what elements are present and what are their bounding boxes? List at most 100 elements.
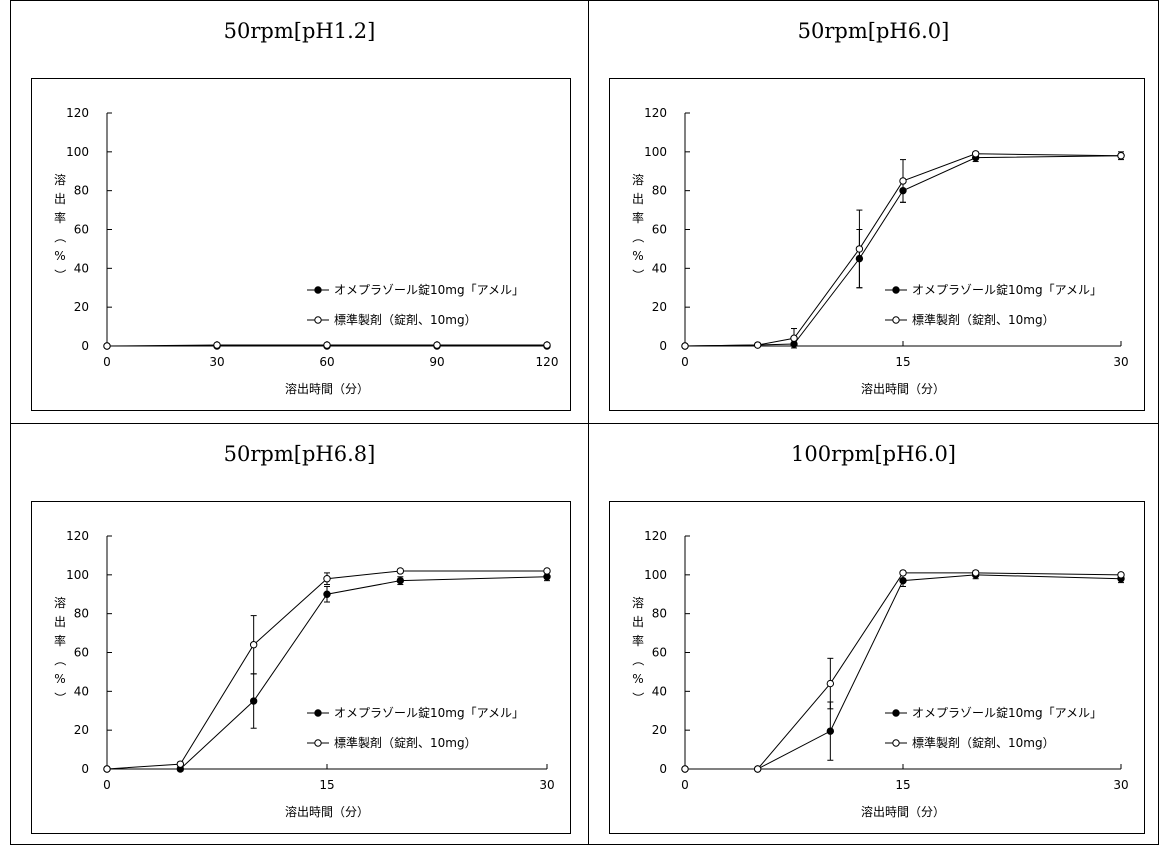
y-axis-label-char: 溶 <box>54 172 66 187</box>
data-point <box>826 727 835 735</box>
legend-marker <box>892 286 900 294</box>
data-point <box>103 765 111 773</box>
y-axis-label-char: 溶 <box>632 172 644 187</box>
y-tick-label: 60 <box>74 646 89 660</box>
x-tick-label: 30 <box>1113 355 1128 369</box>
y-axis-label-char: 出 <box>632 192 644 206</box>
legend-label: 標準製剤（錠剤、10mg） <box>334 312 477 327</box>
x-tick-label: 30 <box>209 355 224 369</box>
y-tick-label: 100 <box>644 568 667 582</box>
data-point <box>971 150 980 158</box>
x-tick-label: 0 <box>681 778 689 792</box>
y-axis-label-char: （ <box>53 231 67 243</box>
y-tick-label: 80 <box>652 607 667 621</box>
data-point <box>753 765 762 773</box>
data-point <box>826 679 835 688</box>
legend-label: オメプラゾール錠10mg「アメル」 <box>912 705 1102 720</box>
y-axis-label-char: % <box>54 672 65 686</box>
plot-frame <box>609 501 1145 834</box>
y-tick-label: 120 <box>644 529 667 543</box>
series-line <box>685 572 1122 770</box>
y-tick-label: 0 <box>81 762 89 776</box>
y-axis-label-char: ） <box>53 269 67 281</box>
data-point <box>323 575 331 583</box>
y-axis-label-char: ） <box>53 692 67 704</box>
chart-svg: 0 20 40 60 80 100 120 0 15 30 溶出率 （% ） 溶出時間（分） オメプラゾール… <box>609 501 1145 834</box>
legend-label: 標準製剤（錠剤、10mg） <box>912 312 1055 327</box>
x-tick-label: 30 <box>539 778 554 792</box>
chart-svg: 0 20 40 60 80 100 120 0 15 30 溶出率 （% ） 溶出時間（分） オメプラゾール… <box>609 78 1145 411</box>
y-axis-label-char: 出 <box>632 615 644 629</box>
data-point <box>396 576 405 585</box>
chart-svg: 0 20 40 60 80 100 120 0 15 30 溶出率 （% ） 溶出時間（分） オメプラゾール… <box>31 501 571 834</box>
data-point <box>681 765 689 773</box>
chart-title: 50rpm[pH6.8] <box>223 442 376 466</box>
x-axis-label: 溶出時間（分） <box>285 804 369 819</box>
y-tick-label: 60 <box>652 646 667 660</box>
y-axis-label-char: % <box>632 249 643 263</box>
y-tick-label: 40 <box>74 684 89 698</box>
y-tick-label: 120 <box>644 106 667 120</box>
legend-label: オメプラゾール錠10mg「アメル」 <box>334 282 524 297</box>
y-tick-label: 20 <box>74 300 89 314</box>
data-point <box>103 342 111 350</box>
y-tick-label: 80 <box>652 184 667 198</box>
x-tick-label: 15 <box>319 778 334 792</box>
data-point <box>1117 152 1125 160</box>
y-tick-label: 100 <box>66 568 89 582</box>
legend-marker <box>892 316 900 324</box>
y-tick-label: 40 <box>652 684 667 698</box>
y-tick-label: 120 <box>66 529 89 543</box>
x-axis-label: 溶出時間（分） <box>861 381 945 396</box>
y-axis-label-char: ） <box>631 692 645 704</box>
x-tick-label: 15 <box>895 778 910 792</box>
legend-label: 標準製剤（錠剤、10mg） <box>912 735 1055 750</box>
legend-marker <box>314 739 322 747</box>
y-tick-label: 100 <box>66 145 89 159</box>
data-point <box>323 590 331 598</box>
data-point <box>971 569 980 577</box>
data-point <box>681 342 689 350</box>
data-point <box>855 245 864 253</box>
chart-svg: 0 20 40 60 80 100 120 0 30 60 90 120 溶出率 （% ） 溶出時間（分） オメ… <box>31 78 571 411</box>
data-point <box>543 567 551 575</box>
chart-title: 50rpm[pH6.0] <box>797 19 950 43</box>
chart-title: 100rpm[pH6.0] <box>790 442 957 466</box>
plot-frame <box>31 78 571 411</box>
y-tick-label: 60 <box>74 223 89 237</box>
plot-frame <box>609 78 1145 411</box>
legend-label: 標準製剤（錠剤、10mg） <box>334 735 477 750</box>
y-axis-label-char: 出 <box>54 192 66 206</box>
legend-marker <box>314 316 322 324</box>
x-tick-label: 15 <box>895 355 910 369</box>
y-tick-label: 80 <box>74 184 89 198</box>
y-tick-label: 60 <box>652 223 667 237</box>
plot-frame <box>31 501 571 834</box>
chart-title: 50rpm[pH1.2] <box>223 19 376 43</box>
x-tick-label: 60 <box>319 355 334 369</box>
x-tick-label: 0 <box>681 355 689 369</box>
data-point <box>753 341 762 349</box>
x-tick-label: 0 <box>103 355 111 369</box>
y-axis-label-char: （ <box>631 654 645 666</box>
x-tick-label: 120 <box>536 355 559 369</box>
y-axis-label-char: ） <box>631 269 645 281</box>
legend-label: オメプラゾール錠10mg「アメル」 <box>334 705 524 720</box>
legend-marker <box>314 286 322 294</box>
panel-1: 50rpm[pH1.2] 0 20 40 60 80 100 120 0 30 60 90 120 溶出… <box>10 0 589 424</box>
data-point <box>899 576 907 585</box>
y-tick-label: 0 <box>81 339 89 353</box>
y-axis-label-char: 率 <box>632 210 644 225</box>
y-tick-label: 20 <box>652 723 667 737</box>
panel-4: 100rpm[pH6.0] 0 20 40 60 80 100 120 0 15 30 溶出率 （% ）… <box>588 423 1159 845</box>
data-point <box>899 177 907 185</box>
y-tick-label: 100 <box>644 145 667 159</box>
legend-marker <box>892 709 900 717</box>
y-axis-label-char: 率 <box>54 633 66 648</box>
data-point <box>790 334 798 342</box>
y-axis-label-char: % <box>54 249 65 263</box>
data-point <box>899 569 907 577</box>
y-tick-label: 120 <box>66 106 89 120</box>
legend-label: オメプラゾール錠10mg「アメル」 <box>912 282 1102 297</box>
series-line <box>106 570 547 770</box>
